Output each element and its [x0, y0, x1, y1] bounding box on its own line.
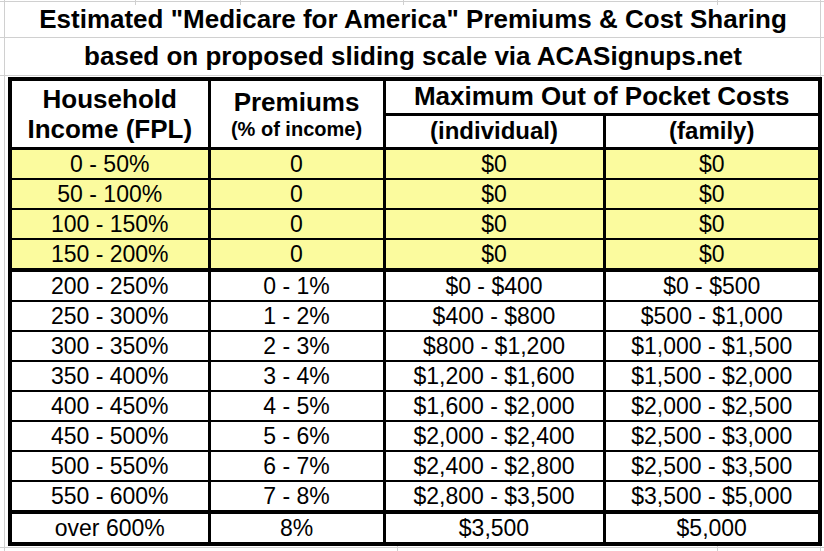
- table-row: 150 - 200%0$0$0: [10, 239, 820, 270]
- moop-family-cell: $0: [604, 149, 820, 180]
- income-cell: 200 - 250%: [10, 270, 209, 301]
- table-row: 250 - 300%1 - 2%$400 - $800$500 - $1,000: [10, 301, 820, 331]
- moop-family-cell: $0 - $500: [604, 270, 820, 301]
- table-row: 200 - 250%0 - 1%$0 - $400$0 - $500: [10, 270, 820, 301]
- table-row: 0 - 50%0$0$0: [10, 149, 820, 180]
- moop-individual-cell: $0: [384, 209, 604, 239]
- header-premiums: Premiums (% of income): [209, 79, 384, 149]
- premium-cell: 0: [209, 209, 384, 239]
- table-row: 350 - 400%3 - 4%$1,200 - $1,600$1,500 - …: [10, 361, 820, 391]
- moop-family-cell: $0: [604, 209, 820, 239]
- moop-individual-cell: $2,400 - $2,800: [384, 451, 604, 481]
- header-household-income: Household Income (FPL): [10, 79, 209, 149]
- premium-cell: 1 - 2%: [209, 301, 384, 331]
- table-row: 450 - 500%5 - 6%$2,000 - $2,400$2,500 - …: [10, 421, 820, 451]
- table-row: 500 - 550%6 - 7%$2,400 - $2,800$2,500 - …: [10, 451, 820, 481]
- premium-cell: 8%: [209, 512, 384, 544]
- header-premiums-line1: Premiums: [211, 87, 383, 117]
- moop-family-cell: $0: [604, 239, 820, 270]
- moop-family-cell: $500 - $1,000: [604, 301, 820, 331]
- header-household-income-line2: Income (FPL): [12, 114, 208, 144]
- header-household-income-line1: Household: [12, 84, 208, 114]
- moop-family-cell: $3,500 - $5,000: [604, 481, 820, 512]
- table-row: 550 - 600%7 - 8%$2,800 - $3,500$3,500 - …: [10, 481, 820, 512]
- moop-family-cell: $2,500 - $3,000: [604, 421, 820, 451]
- spreadsheet-capture: Estimated "Medicare for America" Premium…: [0, 0, 824, 551]
- table-row: 100 - 150%0$0$0: [10, 209, 820, 239]
- moop-family-cell: $2,000 - $2,500: [604, 391, 820, 421]
- moop-individual-cell: $1,600 - $2,000: [384, 391, 604, 421]
- spreadsheet-gridline: [0, 547, 824, 548]
- income-cell: 0 - 50%: [10, 149, 209, 180]
- moop-family-cell: $1,000 - $1,500: [604, 331, 820, 361]
- header-moop-individual: (individual): [384, 114, 604, 149]
- moop-family-cell: $5,000: [604, 512, 820, 544]
- moop-individual-cell: $1,200 - $1,600: [384, 361, 604, 391]
- premium-cell: 7 - 8%: [209, 481, 384, 512]
- income-cell: 400 - 450%: [10, 391, 209, 421]
- income-cell: 250 - 300%: [10, 301, 209, 331]
- premium-cell: 2 - 3%: [209, 331, 384, 361]
- spreadsheet-gridline: [4, 0, 5, 551]
- table-row: 50 - 100%0$0$0: [10, 179, 820, 209]
- income-cell: 50 - 100%: [10, 179, 209, 209]
- premium-cell: 0: [209, 149, 384, 180]
- moop-individual-cell: $0: [384, 149, 604, 180]
- table-title-block: Estimated "Medicare for America" Premium…: [8, 1, 818, 75]
- moop-individual-cell: $0 - $400: [384, 270, 604, 301]
- spreadsheet-gridline: [0, 75, 824, 76]
- premium-cell: 5 - 6%: [209, 421, 384, 451]
- moop-family-cell: $2,500 - $3,500: [604, 451, 820, 481]
- income-cell: 550 - 600%: [10, 481, 209, 512]
- header-moop-family: (family): [604, 114, 820, 149]
- income-cell: 500 - 550%: [10, 451, 209, 481]
- income-cell: 350 - 400%: [10, 361, 209, 391]
- premium-cell: 6 - 7%: [209, 451, 384, 481]
- income-cell: 300 - 350%: [10, 331, 209, 361]
- moop-family-cell: $1,500 - $2,000: [604, 361, 820, 391]
- table-row: over 600%8%$3,500$5,000: [10, 512, 820, 544]
- moop-individual-cell: $2,800 - $3,500: [384, 481, 604, 512]
- premium-cell: 3 - 4%: [209, 361, 384, 391]
- income-cell: over 600%: [10, 512, 209, 544]
- premiums-cost-sharing-table: Household Income (FPL) Premiums (% of in…: [8, 77, 822, 546]
- income-cell: 150 - 200%: [10, 239, 209, 270]
- premium-cell: 0 - 1%: [209, 270, 384, 301]
- income-cell: 100 - 150%: [10, 209, 209, 239]
- table-row: 300 - 350%2 - 3%$800 - $1,200$1,000 - $1…: [10, 331, 820, 361]
- moop-individual-cell: $400 - $800: [384, 301, 604, 331]
- header-moop-group: Maximum Out of Pocket Costs: [384, 79, 820, 114]
- moop-individual-cell: $800 - $1,200: [384, 331, 604, 361]
- moop-individual-cell: $0: [384, 179, 604, 209]
- moop-family-cell: $0: [604, 179, 820, 209]
- premium-cell: 0: [209, 239, 384, 270]
- table-row: 400 - 450%4 - 5%$1,600 - $2,000$2,000 - …: [10, 391, 820, 421]
- header-row-top: Household Income (FPL) Premiums (% of in…: [10, 79, 820, 114]
- income-cell: 450 - 500%: [10, 421, 209, 451]
- header-premiums-line2: (% of income): [211, 117, 383, 141]
- premium-cell: 4 - 5%: [209, 391, 384, 421]
- premium-cell: 0: [209, 179, 384, 209]
- moop-individual-cell: $3,500: [384, 512, 604, 544]
- moop-individual-cell: $0: [384, 239, 604, 270]
- table-title-line1: Estimated "Medicare for America" Premium…: [8, 1, 818, 38]
- table-title-line2: based on proposed sliding scale via ACAS…: [8, 38, 818, 75]
- moop-individual-cell: $2,000 - $2,400: [384, 421, 604, 451]
